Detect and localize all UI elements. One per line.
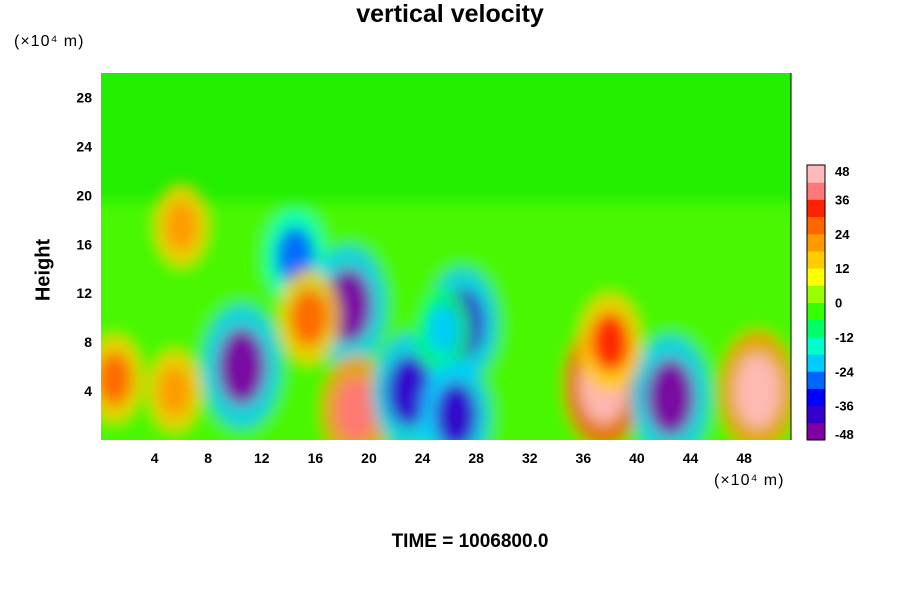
- y-tick-label: 12: [76, 285, 92, 301]
- feature-core: [435, 382, 477, 440]
- colorbar: 48 36 24 12 0 -12 -24 -36 -48: [806, 164, 855, 442]
- colorbar-tick-label: -12: [835, 330, 854, 345]
- colorbar-swatch: [807, 216, 825, 235]
- colorbar-swatch: [807, 182, 825, 200]
- colorbar-swatch: [807, 199, 825, 218]
- feature-core: [387, 355, 432, 427]
- y-tick-label: 16: [76, 236, 92, 252]
- x-tick-label: 40: [629, 450, 645, 466]
- velocity-field: [101, 183, 791, 440]
- x-tick-label: 16: [308, 450, 324, 466]
- y-tick-label: 20: [76, 187, 92, 203]
- feature-core: [734, 354, 781, 428]
- colorbar-swatch: [807, 371, 825, 389]
- x-tick-label: 8: [204, 450, 212, 466]
- y-tick-label: 4: [84, 383, 92, 399]
- y-axis-unit: (×10⁴ m): [14, 33, 85, 50]
- colorbar-swatch: [807, 405, 825, 424]
- feature-core: [218, 328, 266, 405]
- colorbar-tick-label: 0: [835, 296, 842, 311]
- y-tick-label: 8: [84, 334, 92, 350]
- x-tick-label: 4: [151, 450, 159, 466]
- feature-core: [158, 366, 191, 416]
- plot-area: [101, 73, 791, 440]
- x-tick-label: 44: [683, 450, 699, 466]
- colorbar-swatch: [807, 319, 825, 338]
- colorbar-swatch: [807, 165, 825, 183]
- feature-core: [335, 377, 376, 440]
- feature-core: [591, 312, 629, 372]
- colorbar-swatch: [807, 422, 825, 441]
- colorbar-tick-label: -24: [835, 364, 855, 379]
- time-label: TIME = 1006800.0: [391, 531, 549, 552]
- colorbar-swatch: [807, 250, 825, 269]
- colorbar-swatch: [807, 336, 825, 355]
- colorbar-tick-label: -48: [835, 427, 854, 442]
- colorbar-tick-label: 48: [835, 164, 849, 179]
- feature-core: [101, 352, 132, 406]
- colorbar-swatch: [807, 302, 825, 321]
- colorbar-swatch: [807, 233, 825, 252]
- x-tick-label: 20: [361, 450, 377, 466]
- colorbar-swatch: [807, 388, 825, 407]
- feature-core: [426, 305, 459, 355]
- x-tick-label: 24: [415, 450, 431, 466]
- colorbar-tick-label: -36: [835, 399, 854, 414]
- feature-core: [290, 289, 327, 347]
- colorbar-swatch: [807, 354, 825, 372]
- x-tick-label: 32: [522, 450, 538, 466]
- chart-title: vertical velocity: [356, 0, 544, 28]
- feature-core: [165, 201, 198, 251]
- x-ticks: 4 8 12 16 20 24 28 32 36 40 44 48: [151, 450, 752, 466]
- colorbar-tick-label: 24: [835, 227, 850, 242]
- x-tick-label: 48: [736, 450, 752, 466]
- colorbar-swatch: [807, 268, 825, 286]
- x-tick-label: 36: [576, 450, 592, 466]
- colorbar-tick-label: 12: [835, 261, 849, 276]
- y-tick-label: 28: [76, 89, 92, 105]
- colorbar-tick-label: 36: [835, 192, 849, 207]
- x-axis-unit: (×10⁴ m): [714, 472, 785, 489]
- feature-core: [646, 359, 694, 436]
- y-ticks: 4 8 12 16 20 24 28: [76, 89, 92, 399]
- colorbar-frame: [806, 164, 826, 441]
- x-tick-label: 28: [468, 450, 484, 466]
- y-tick-label: 24: [76, 138, 92, 154]
- colorbar-swatch: [807, 285, 825, 303]
- x-tick-label: 12: [254, 450, 270, 466]
